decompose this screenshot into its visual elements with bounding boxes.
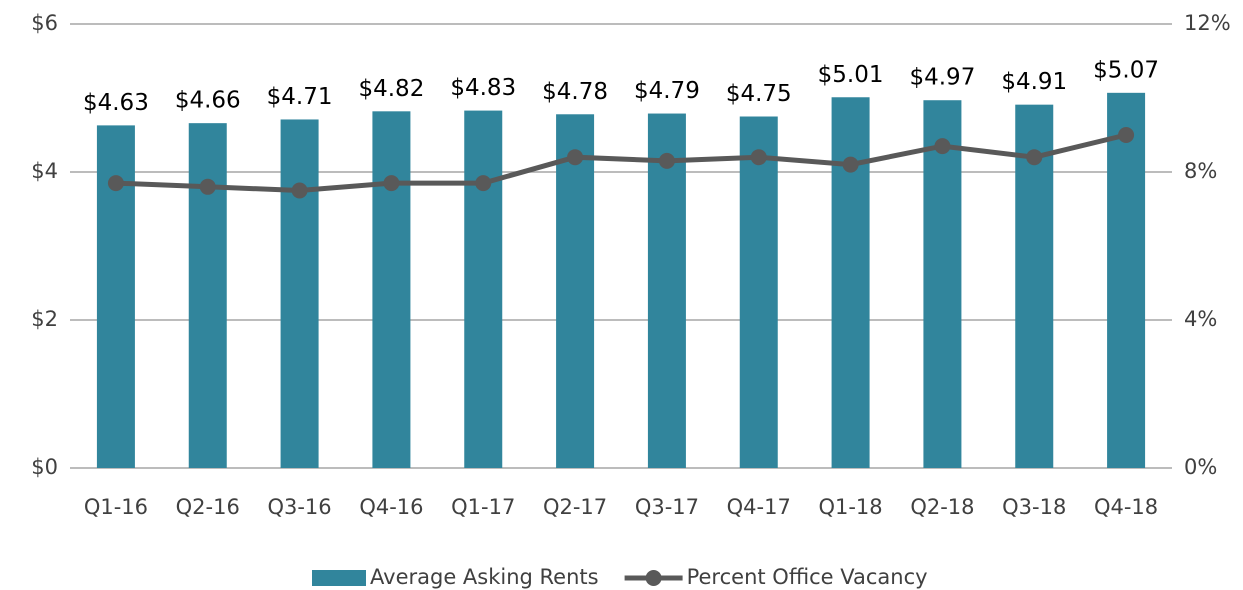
- x-tick-label: Q2-17: [543, 495, 607, 519]
- marker: [291, 182, 308, 199]
- marker: [842, 156, 859, 173]
- value-label: $5.07: [1093, 57, 1159, 83]
- marker: [567, 149, 584, 166]
- marker: [934, 138, 951, 155]
- value-label: $5.01: [818, 62, 884, 88]
- bar: [372, 111, 411, 468]
- legend-swatch: [645, 570, 662, 586]
- bar: [1107, 92, 1146, 468]
- value-label: $4.82: [358, 76, 424, 102]
- bar: [464, 110, 503, 468]
- y2-tick-label: 12%: [1184, 11, 1231, 35]
- y-tick-label: $0: [31, 455, 58, 479]
- marker: [1118, 127, 1135, 143]
- value-label: $4.79: [634, 78, 700, 104]
- value-label: $4.91: [1001, 69, 1067, 95]
- bar: [831, 97, 870, 468]
- line: [115, 132, 1127, 194]
- legend-label: Percent Office Vacancy: [687, 565, 928, 589]
- marker: [658, 152, 675, 169]
- value-label: $4.66: [175, 88, 241, 114]
- x-tick-label: Q1-16: [84, 495, 148, 519]
- x-tick-label: Q1-18: [818, 495, 882, 519]
- bar: [739, 116, 778, 468]
- y-tick-label: $6: [31, 11, 58, 35]
- value-label: $4.83: [450, 75, 516, 101]
- marker: [750, 149, 767, 166]
- x-tick-label: Q3-17: [635, 495, 699, 519]
- y2-tick-label: 8%: [1184, 159, 1217, 183]
- legend-label: Average Asking Rents: [370, 565, 599, 589]
- value-label: $4.75: [726, 81, 792, 107]
- bar: [556, 114, 595, 468]
- value-label: $4.71: [267, 84, 333, 110]
- marker: [1026, 149, 1043, 166]
- bar: [280, 119, 319, 469]
- x-tick-label: Q1-17: [451, 495, 515, 519]
- value-label: $4.78: [542, 79, 608, 105]
- x-tick-label: Q4-17: [727, 495, 791, 519]
- y-tick-label: $4: [31, 159, 58, 183]
- y2-tick-label: 0%: [1184, 455, 1217, 479]
- value-label: $4.63: [83, 90, 149, 116]
- marker: [383, 175, 400, 192]
- marker: [475, 175, 492, 192]
- legend-swatch: [312, 570, 366, 586]
- bar: [647, 113, 686, 468]
- marker: [199, 178, 216, 195]
- value-label: $4.97: [909, 65, 975, 91]
- y2-tick-label: 4%: [1184, 307, 1217, 331]
- x-tick-label: Q2-18: [910, 495, 974, 519]
- x-tick-label: Q2-16: [176, 495, 240, 519]
- x-tick-label: Q4-16: [359, 495, 423, 519]
- y-tick-label: $2: [31, 307, 58, 331]
- x-tick-label: Q3-16: [267, 495, 331, 519]
- x-tick-label: Q3-18: [1002, 495, 1066, 519]
- bar: [923, 100, 962, 468]
- bar: [1015, 104, 1054, 468]
- x-tick-label: Q4-18: [1094, 495, 1158, 519]
- bar: [188, 123, 227, 468]
- marker: [107, 175, 124, 192]
